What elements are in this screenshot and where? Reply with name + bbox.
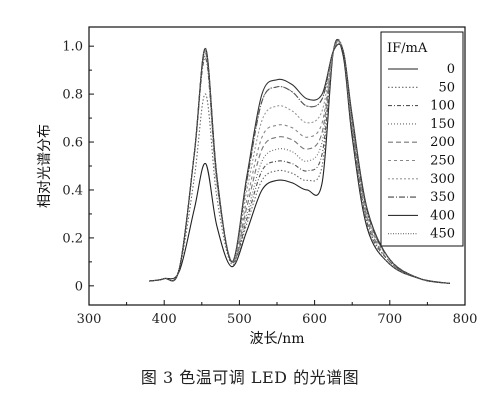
y-tick-label: 0.6 bbox=[62, 136, 83, 151]
series-line-450 bbox=[149, 43, 451, 284]
legend-label: 250 bbox=[430, 154, 455, 169]
y-tick-label: 0.4 bbox=[62, 183, 83, 198]
series-line-100 bbox=[149, 39, 451, 284]
axis-labels: 300 400 500 600 700 80000.20.40.60.81.0波长/nm相… bbox=[37, 40, 477, 347]
series-line-400 bbox=[149, 43, 451, 284]
legend-label: 200 bbox=[430, 135, 455, 150]
x-tick-label: 500 bbox=[227, 312, 252, 327]
legend-label: 0 bbox=[447, 62, 455, 77]
x-tick-label: 800 bbox=[453, 312, 478, 327]
series-line-250 bbox=[149, 41, 451, 284]
y-tick-label: 0 bbox=[75, 279, 83, 294]
legend-label: 350 bbox=[430, 190, 455, 205]
y-axis-title: 相对光谱分布 bbox=[37, 124, 53, 208]
axis-ticks bbox=[88, 45, 466, 305]
series-lines bbox=[149, 38, 451, 284]
figure-caption: 图 3 色温可调 LED 的光谱图 bbox=[140, 368, 360, 387]
x-tick-label: 400 bbox=[152, 312, 177, 327]
legend-label: 300 bbox=[430, 172, 455, 187]
y-tick-label: 0.8 bbox=[62, 88, 83, 103]
x-tick-label: 700 bbox=[377, 312, 402, 327]
x-tick-label: 600 bbox=[302, 312, 327, 327]
x-tick-label: 300 bbox=[77, 312, 102, 327]
y-tick-label: 1.0 bbox=[62, 40, 83, 55]
legend-label: 100 bbox=[430, 99, 455, 114]
legend-label: 450 bbox=[430, 227, 455, 242]
legend-label: 400 bbox=[430, 208, 455, 223]
y-tick-label: 0.2 bbox=[62, 231, 83, 246]
legend-label: 150 bbox=[430, 117, 455, 132]
legend-title: IF/mA bbox=[387, 41, 428, 56]
x-axis-title: 波长/nm bbox=[249, 331, 304, 347]
legend-label: 50 bbox=[438, 80, 455, 95]
legend-box bbox=[380, 31, 464, 247]
legend: IF/mA 0 50 100 150 200 250 300 350 400 450 bbox=[380, 31, 464, 247]
series-line-0 bbox=[149, 38, 451, 284]
